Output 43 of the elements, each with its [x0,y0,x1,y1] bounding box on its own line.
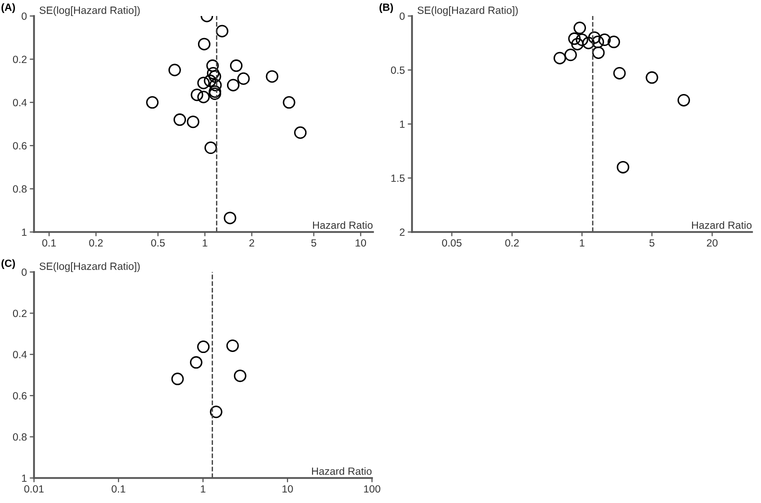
x-axis-title: Hazard Ratio [312,467,372,475]
y-tick-label: 0.2 [12,310,27,318]
y-tick-label: 2 [400,228,405,236]
x-tick-label: 0.1 [112,485,126,493]
y-tick-label: 1 [22,474,27,482]
y-axis-title: SE(log[Hazard Ratio]) [40,262,140,272]
y-tick-label: 0.8 [12,185,27,193]
chart-title: (B) [380,3,393,13]
y-tick-label: 0.5 [390,66,405,74]
y-tick-label: 0.6 [12,392,27,400]
x-tick-label: 20 [706,239,718,247]
chart-title: (C) [2,259,15,269]
y-tick-label: 0 [22,268,27,276]
y-tick-label: 0.2 [12,56,27,64]
y-tick-label: 1 [22,228,27,236]
y-tick-label: 0.4 [12,350,27,358]
x-tick-label: 0.05 [442,239,462,247]
chart-title: (A) [2,3,15,13]
x-axis-title: Hazard Ratio [692,221,752,229]
y-tick-label: 0 [22,12,27,20]
x-tick-label: 0.2 [89,239,103,247]
x-axis-title: Hazard Ratio [313,221,373,229]
y-tick-label: 0.8 [12,433,27,441]
x-tick-label: 0.5 [151,239,165,247]
y-tick-label: 1 [400,120,405,128]
y-tick-label: 0 [400,12,405,20]
x-tick-label: 0.1 [42,239,56,247]
y-axis-title: SE(log[Hazard Ratio]) [418,6,518,16]
x-tick-label: 0.01 [24,485,44,493]
x-tick-label: 1 [580,239,584,246]
x-tick-label: 0.2 [505,239,519,247]
x-tick-label: 5 [311,239,316,247]
x-tick-label: 1 [202,239,208,246]
x-tick-label: 100 [364,485,380,493]
y-tick-label: 0.4 [12,98,27,106]
x-tick-label: 5 [649,239,654,247]
y-axis-title: SE(log[Hazard Ratio]) [40,6,140,16]
y-tick-label: 0.6 [12,142,27,150]
x-tick-label: 1 [200,485,206,492]
x-tick-label: 10 [356,239,366,247]
x-tick-label: 2 [249,239,254,246]
x-tick-label: 10 [282,485,293,493]
y-tick-label: 1.5 [391,174,405,182]
